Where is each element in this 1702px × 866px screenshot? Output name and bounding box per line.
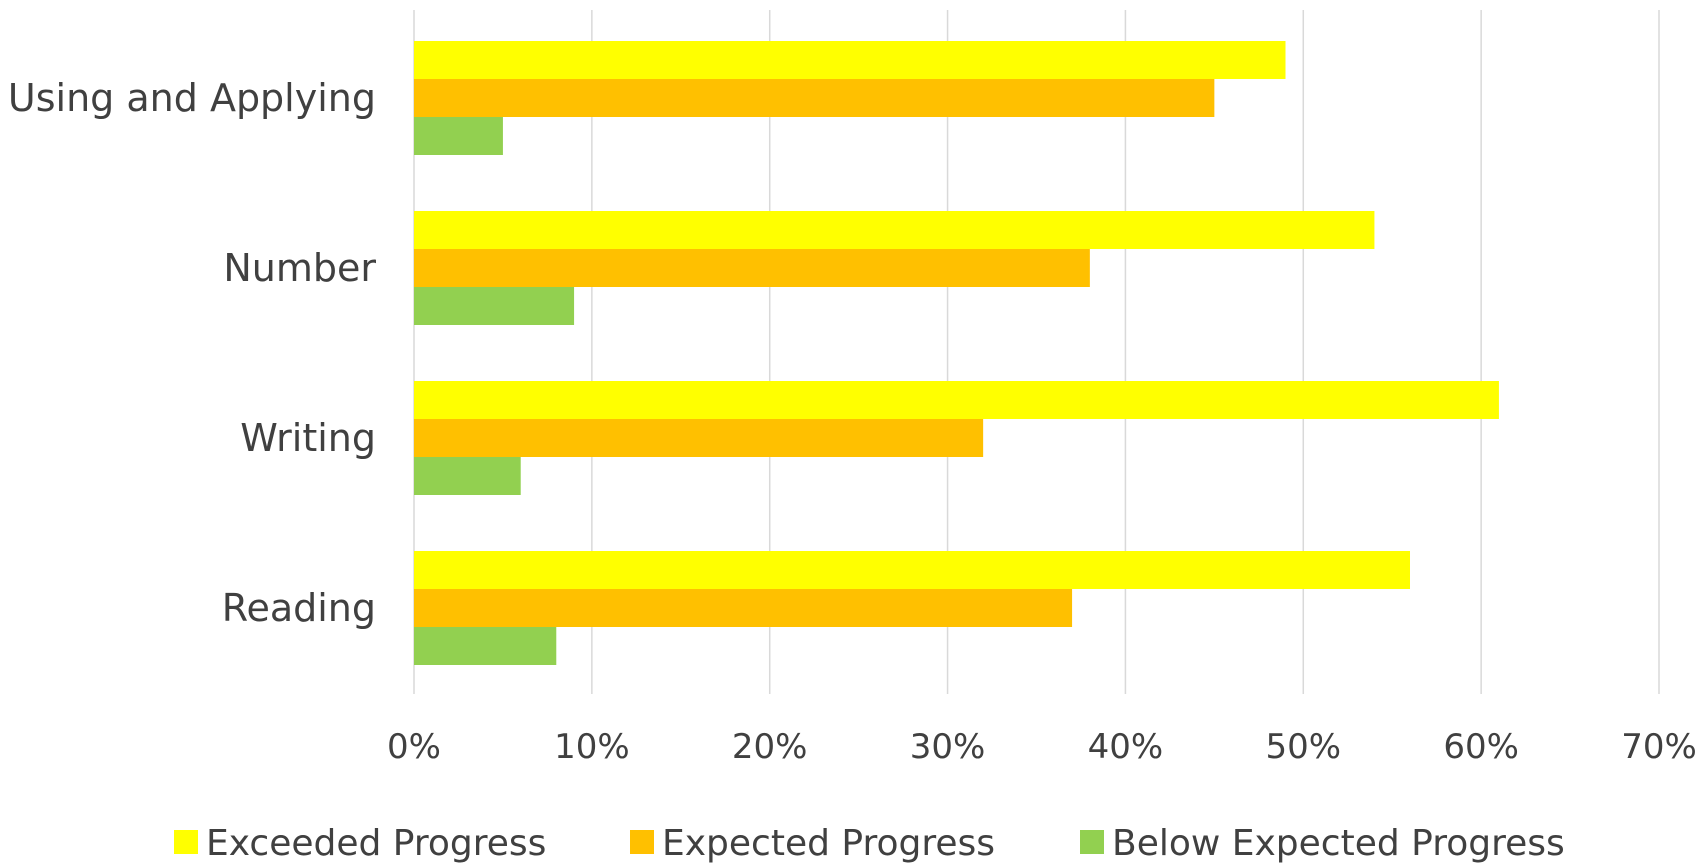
legend: Exceeded Progress Expected Progress Below … <box>174 823 1565 864</box>
bar-expected-progress <box>414 419 984 457</box>
legend-swatch <box>630 830 654 854</box>
category-label: Number <box>223 246 376 290</box>
x-tick-label: 20% <box>732 727 808 767</box>
x-tick-label: 50% <box>1265 727 1341 767</box>
x-tick-label: 70% <box>1621 727 1697 767</box>
legend-swatch <box>1080 830 1104 854</box>
gridlines <box>413 10 1660 694</box>
bars <box>414 41 1499 665</box>
bar-expected-progress <box>414 79 1215 117</box>
bar-exceeded-progress <box>414 211 1375 249</box>
x-tick-labels: 0% 10% 20% 30% 40% 50% 60% 70% <box>387 727 1697 767</box>
bar-below-expected-progress <box>414 287 575 325</box>
bar-below-expected-progress <box>414 117 503 155</box>
bar-below-expected-progress <box>414 627 557 665</box>
category-label: Reading <box>222 586 376 630</box>
category-label: Using and Applying <box>8 76 376 120</box>
category-labels: Using and Applying Number Writing Reading <box>8 76 376 630</box>
legend-label: Below Expected Progress <box>1112 823 1565 864</box>
x-tick-label: 10% <box>554 727 630 767</box>
x-tick-label: 60% <box>1443 727 1519 767</box>
bar-below-expected-progress <box>414 457 521 495</box>
bar-exceeded-progress <box>414 381 1499 419</box>
x-tick-label: 40% <box>1088 727 1164 767</box>
x-tick-label: 30% <box>910 727 986 767</box>
bar-expected-progress <box>414 249 1090 287</box>
bar-expected-progress <box>414 589 1073 627</box>
legend-swatch <box>174 830 198 854</box>
bar-exceeded-progress <box>414 41 1286 79</box>
bar-exceeded-progress <box>414 551 1410 589</box>
legend-label: Expected Progress <box>662 823 995 864</box>
x-tick-label: 0% <box>387 727 441 767</box>
category-label: Writing <box>240 416 376 460</box>
legend-label: Exceeded Progress <box>206 823 546 864</box>
